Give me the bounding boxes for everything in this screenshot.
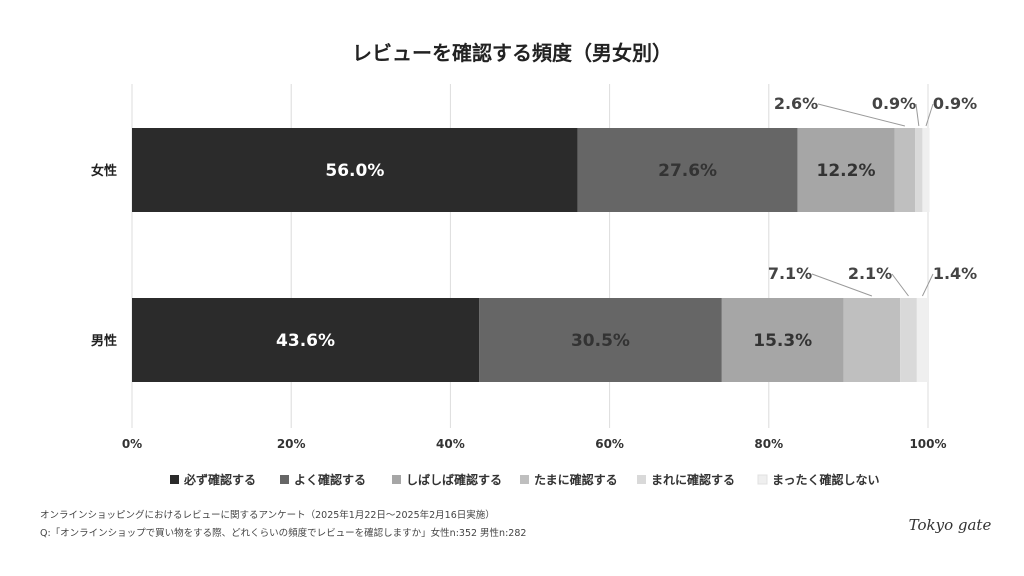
bar-segment — [843, 298, 901, 382]
chart-title: レビューを確認する頻度（男女別） — [352, 41, 672, 65]
legend-label: よく確認する — [294, 472, 366, 487]
legend-label: しばしば確認する — [406, 472, 502, 487]
data-label: 43.6% — [276, 331, 335, 351]
bar-segment — [797, 128, 895, 212]
legend-swatch — [392, 475, 401, 484]
callout-label: 1.4% — [933, 264, 977, 283]
data-label: 15.3% — [753, 331, 812, 351]
legend: 必ず確認する よく確認する しばしば確認する たまに確認する まれに確認する まったく確認… — [170, 472, 880, 487]
legend-label: まれに確認する — [651, 472, 735, 487]
callout-label: 2.1% — [848, 264, 892, 283]
bars — [132, 128, 930, 382]
callout-label: 7.1% — [768, 264, 812, 283]
legend-label: まったく確認しない — [772, 472, 880, 487]
x-tick-label: 100% — [909, 437, 946, 451]
legend-swatch — [637, 475, 646, 484]
x-tick-label: 80% — [754, 437, 783, 451]
x-tick-label: 20% — [277, 437, 306, 451]
category-label: 男性 — [91, 333, 117, 349]
bar-segment — [916, 298, 928, 382]
bar-segment — [922, 128, 930, 212]
bar-segment — [479, 298, 722, 382]
callout-label: 0.9% — [872, 94, 916, 113]
x-tick-label: 60% — [595, 437, 624, 451]
bar-segment — [894, 128, 916, 212]
bar-segment — [132, 128, 578, 212]
callout-leader-line — [921, 273, 934, 297]
bar-segment — [721, 298, 844, 382]
data-label: 27.6% — [658, 161, 717, 181]
callout-leader-line — [915, 103, 920, 127]
data-label: 30.5% — [571, 331, 630, 351]
bar-segment — [900, 298, 917, 382]
x-tick-label: 40% — [436, 437, 465, 451]
legend-swatch — [170, 475, 179, 484]
x-axis: 0% 20% 40% 60% 80% 100% — [122, 437, 947, 451]
callout-label: 0.9% — [933, 94, 977, 113]
callout-leader-line — [811, 273, 873, 297]
bar-segment — [132, 298, 480, 382]
legend-label: たまに確認する — [534, 472, 618, 487]
callout-label: 2.6% — [774, 94, 818, 113]
callout-leader-line — [891, 273, 909, 297]
footnote-survey: オンラインショッピングにおけるレビューに関するアンケート（2025年1月22日〜… — [40, 509, 495, 521]
data-label: 12.2% — [817, 161, 876, 181]
x-tick-label: 0% — [122, 437, 142, 451]
footnote-question: Q:「オンラインショップで買い物をする際、どれくらいの頻度でレビューを確認します… — [40, 527, 526, 539]
legend-swatch — [280, 475, 289, 484]
legend-swatch — [520, 475, 529, 484]
callout-leader-line — [817, 103, 906, 127]
tokyo-gate-logo: Tokyo gate — [909, 516, 992, 534]
data-label: 56.0% — [325, 161, 384, 181]
legend-label: 必ず確認する — [183, 472, 256, 487]
bar-segment — [915, 128, 923, 212]
callout-leader-line — [925, 103, 934, 127]
legend-swatch — [757, 474, 768, 485]
bar-segment — [577, 128, 798, 212]
annotations: 56.0% 27.6% 12.2% 2.6% 0.9% 0.9% 43.6% 30.5% 15.… — [276, 94, 977, 351]
category-label: 女性 — [91, 163, 117, 179]
